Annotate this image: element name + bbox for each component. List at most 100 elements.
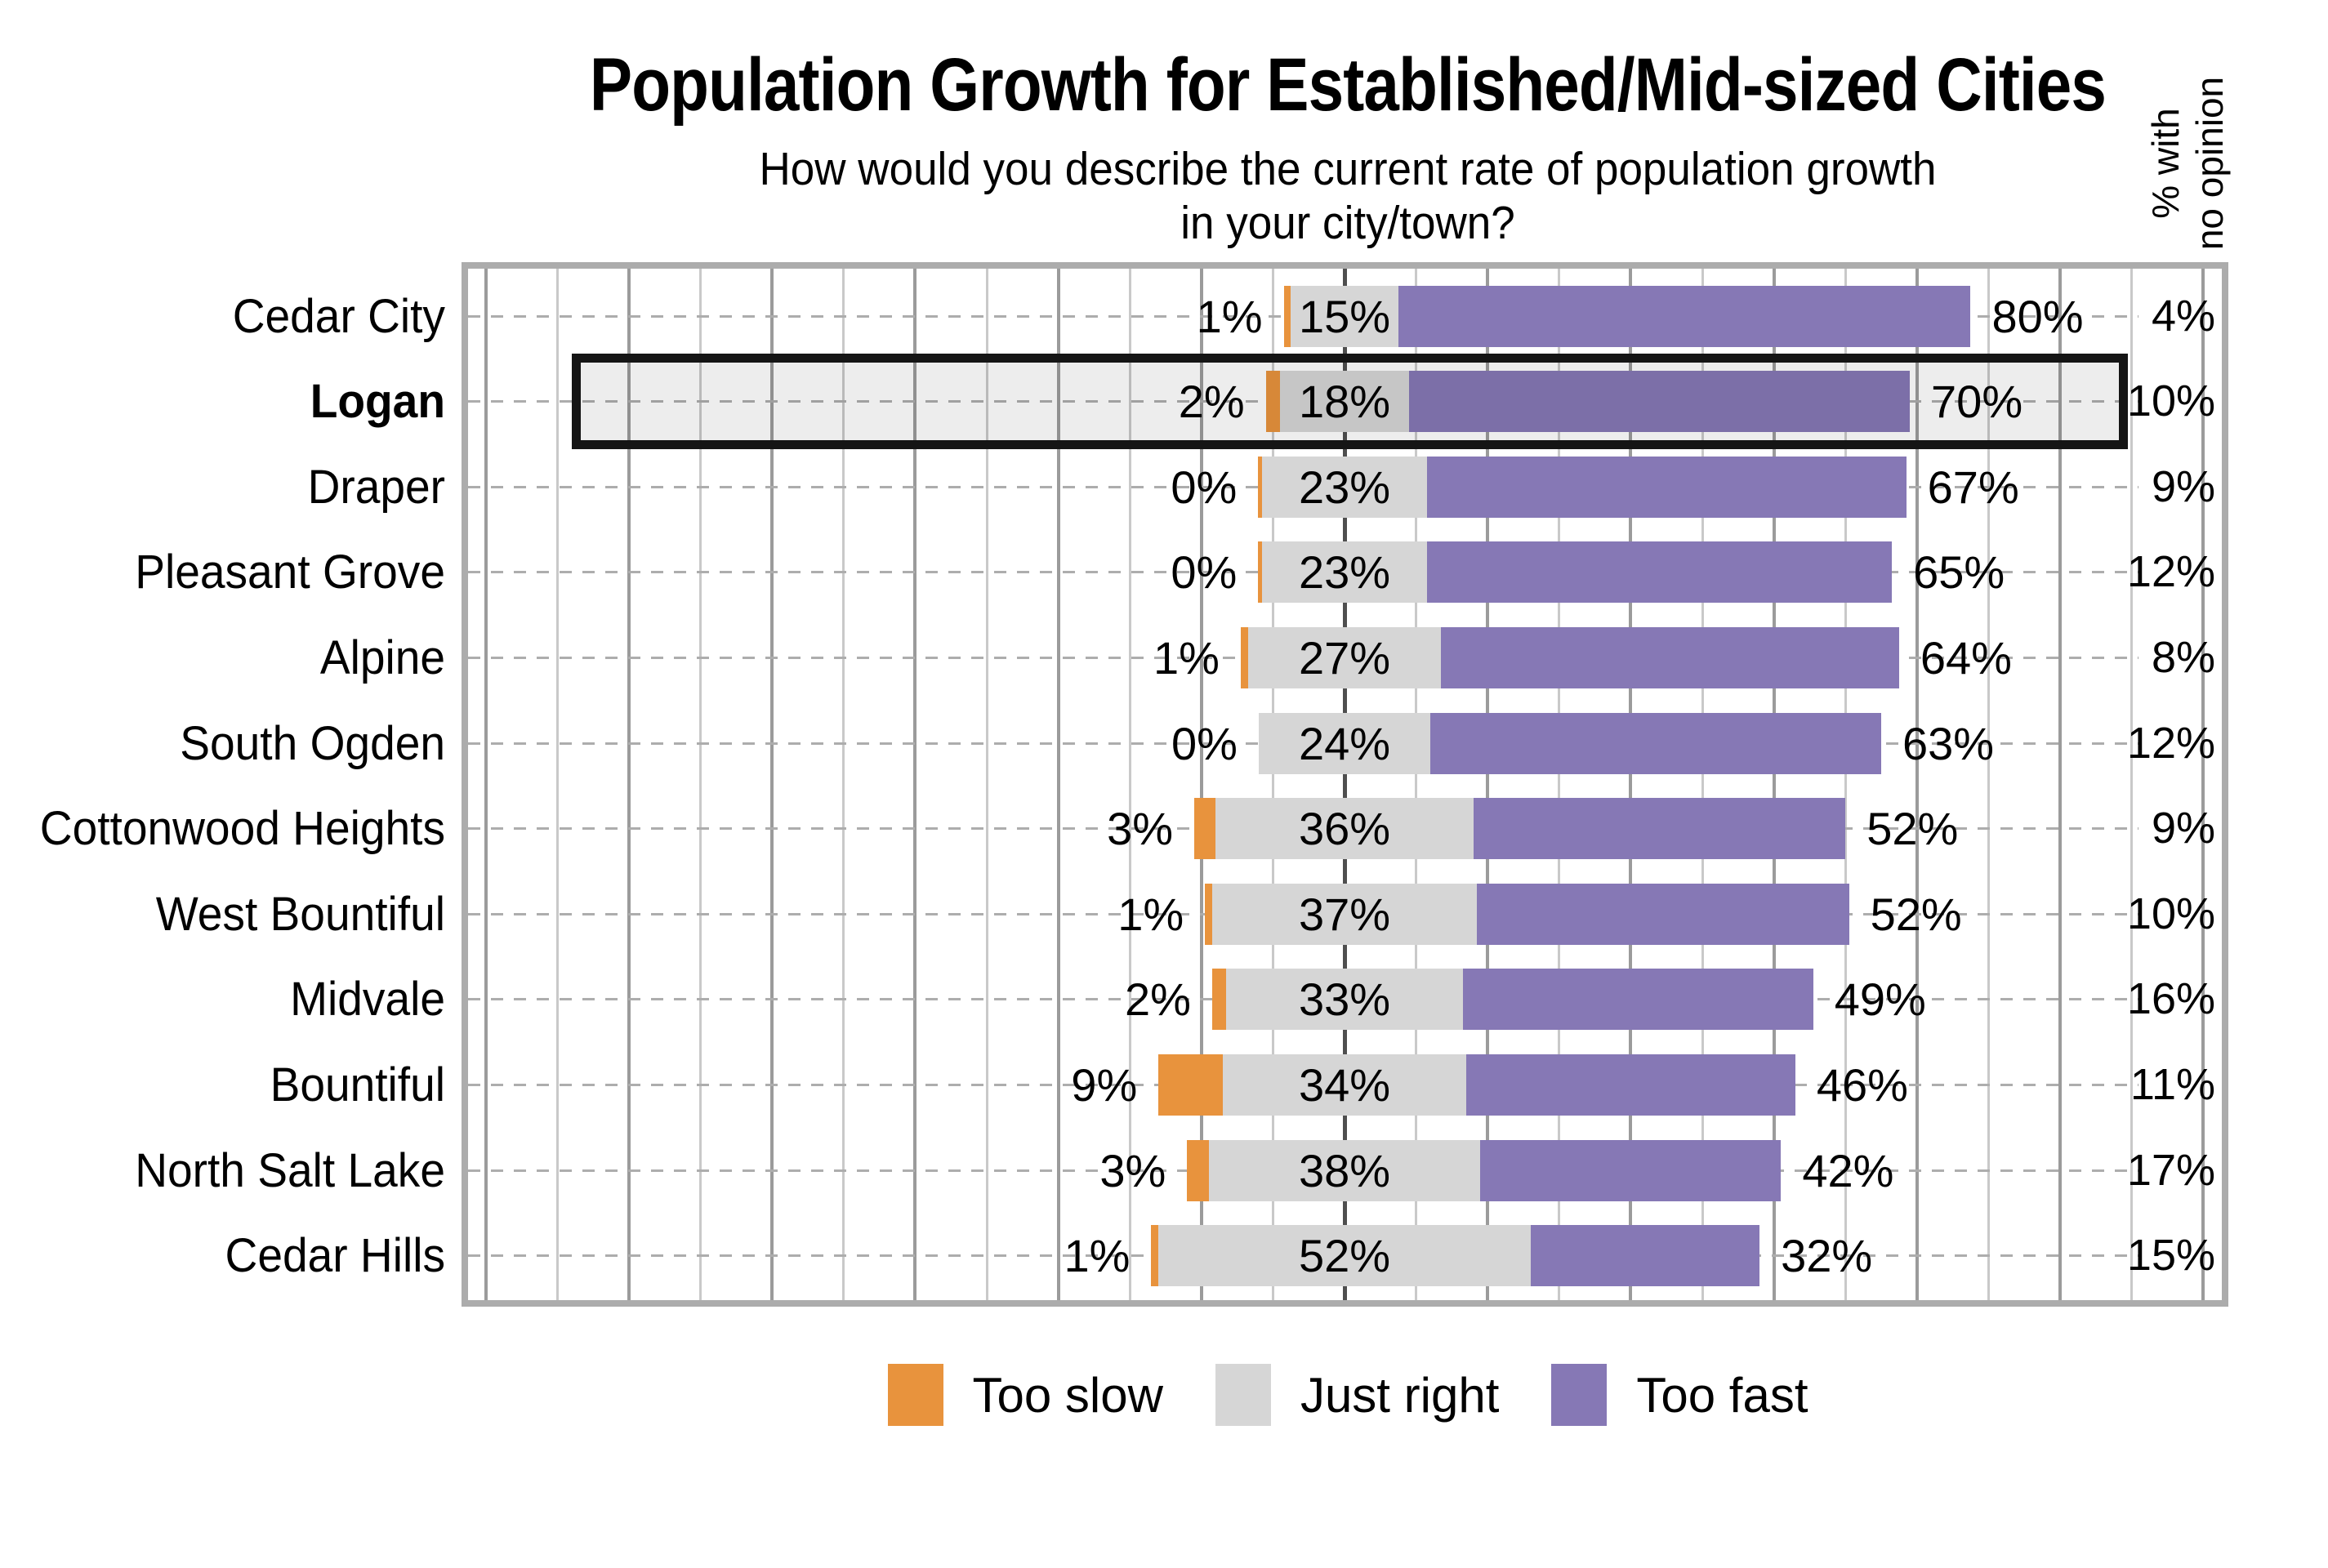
category-label-north-salt-lake: North Salt Lake (135, 1143, 445, 1197)
too-fast-bar (1441, 626, 1899, 688)
no-opinion-value-label: 10% (2126, 889, 2215, 938)
gridline (2130, 262, 2134, 1307)
too-slow-value-label: 3% (1099, 1144, 1166, 1196)
chart-subtitle: How would you describe the current rate … (436, 142, 2259, 250)
legend-item-too-fast: Too fast (1551, 1364, 1808, 1426)
gridline (1199, 262, 1203, 1307)
just-right-value-label: 36% (1298, 803, 1391, 855)
no-opinion-value-label: 11% (2130, 1059, 2215, 1109)
gridline (1486, 262, 1490, 1307)
too-slow-bar (1258, 541, 1263, 604)
plot-area: 1% 15% 80% 4% 2% 18% 70% 10% 0% 23% 67% 9% 0% 23% 65% 1… (462, 262, 2228, 1307)
too-fast-value-label: 65% (1913, 546, 2005, 599)
no-opinion-value-label: 17% (2126, 1145, 2215, 1195)
highlight-box-logan (572, 354, 2128, 450)
too-fast-value-label: 70% (1931, 376, 2023, 428)
too-fast-value-label: 52% (1866, 803, 1959, 855)
too-slow-bar (1283, 285, 1291, 347)
just-right-value-label: 37% (1298, 888, 1391, 940)
too-slow-value-label: 1% (1153, 631, 1220, 684)
too-fast-bar (1477, 883, 1849, 945)
gridline (913, 262, 917, 1307)
too-slow-bar (1240, 626, 1248, 688)
just-right-bar (1211, 883, 1478, 945)
gridline (1128, 262, 1131, 1307)
too-slow-value-label: 1% (1064, 1230, 1131, 1282)
too-fast-value-label: 64% (1920, 631, 2012, 684)
too-slow-bar (1211, 969, 1227, 1031)
too-slow-bar (1258, 456, 1263, 518)
no-opinion-value-label: 10% (2126, 376, 2215, 426)
gridline (1844, 262, 1847, 1307)
too-slow-bar (1158, 1054, 1224, 1116)
just-right-swatch-icon (1215, 1364, 1271, 1426)
just-right-value-label: 34% (1298, 1058, 1391, 1111)
legend-label-too-fast: Too fast (1636, 1367, 1808, 1423)
just-right-value-label: 33% (1298, 973, 1391, 1026)
legend-item-just-right: Just right (1215, 1364, 1499, 1426)
category-label-cedar-hills: Cedar Hills (225, 1229, 445, 1283)
too-slow-bar (1265, 371, 1281, 433)
just-right-value-label: 18% (1298, 376, 1391, 428)
gridline (2201, 262, 2205, 1307)
just-right-value-label: 24% (1298, 717, 1391, 769)
no-opinion-value-label: 8% (2151, 632, 2215, 682)
just-right-bar (1262, 541, 1427, 604)
gridline (1056, 262, 1060, 1307)
just-right-bar (1262, 456, 1427, 518)
too-fast-bar (1426, 456, 1907, 518)
gridline (1772, 262, 1776, 1307)
just-right-bar (1223, 1054, 1466, 1116)
too-slow-swatch-icon (887, 1364, 943, 1426)
legend-item-too-slow: Too slow (887, 1364, 1163, 1426)
category-label-west-bountiful: West Bountiful (155, 887, 445, 941)
no-opinion-value-label: 9% (2151, 461, 2215, 511)
no-opinion-value-label: 16% (2126, 974, 2215, 1024)
too-fast-bar (1465, 1054, 1795, 1116)
category-label-alpine: Alpine (319, 630, 445, 684)
gridline (555, 262, 559, 1307)
too-slow-value-label: 9% (1071, 1058, 1138, 1111)
gridline (1415, 262, 1418, 1307)
gridline (484, 262, 488, 1307)
just-right-value-label: 15% (1298, 290, 1391, 342)
too-slow-value-label: 0% (1171, 461, 1238, 513)
gridline (699, 262, 702, 1307)
no-opinion-header-line2: no opinion (2188, 76, 2231, 251)
page-title: Population Growth for Established/Mid-si… (589, 43, 2107, 127)
category-label-cedar-city: Cedar City (232, 289, 445, 343)
gridline (985, 262, 988, 1307)
no-opinion-value-label: 15% (2126, 1231, 2215, 1281)
gridline (842, 262, 845, 1307)
just-right-bar (1280, 371, 1409, 433)
just-right-bar (1291, 285, 1398, 347)
too-fast-bar (1426, 541, 1893, 604)
too-fast-value-label: 42% (1802, 1144, 1894, 1196)
too-fast-bar (1530, 1225, 1760, 1287)
too-slow-value-label: 0% (1171, 546, 1238, 599)
too-fast-value-label: 32% (1781, 1230, 1873, 1282)
category-label-logan: Logan (310, 375, 445, 429)
too-fast-bar (1408, 371, 1911, 433)
legend-label-just-right: Just right (1300, 1367, 1500, 1423)
just-right-bar (1215, 798, 1474, 860)
too-fast-value-label: 67% (1927, 461, 2019, 513)
category-label-cottonwood-heights: Cottonwood Heights (39, 802, 445, 856)
too-slow-value-label: 1% (1196, 290, 1263, 342)
no-opinion-header-line1: % with (2144, 108, 2187, 219)
just-right-bar (1208, 1139, 1481, 1201)
too-slow-bar (1205, 883, 1212, 945)
gridline (770, 262, 774, 1307)
too-fast-bar (1473, 798, 1846, 860)
chart-subtitle-line1: How would you describe the current rate … (759, 143, 1937, 195)
gridline-center (1342, 262, 1347, 1307)
too-slow-value-label: 1% (1117, 888, 1184, 940)
too-fast-value-label: 49% (1834, 973, 1926, 1026)
no-opinion-column-header: % with no opinion (2143, 49, 2232, 278)
gridline (627, 262, 631, 1307)
category-label-draper: Draper (307, 460, 445, 514)
gridline (1915, 262, 1919, 1307)
just-right-value-label: 23% (1298, 546, 1391, 599)
no-opinion-value-label: 12% (2126, 718, 2215, 768)
